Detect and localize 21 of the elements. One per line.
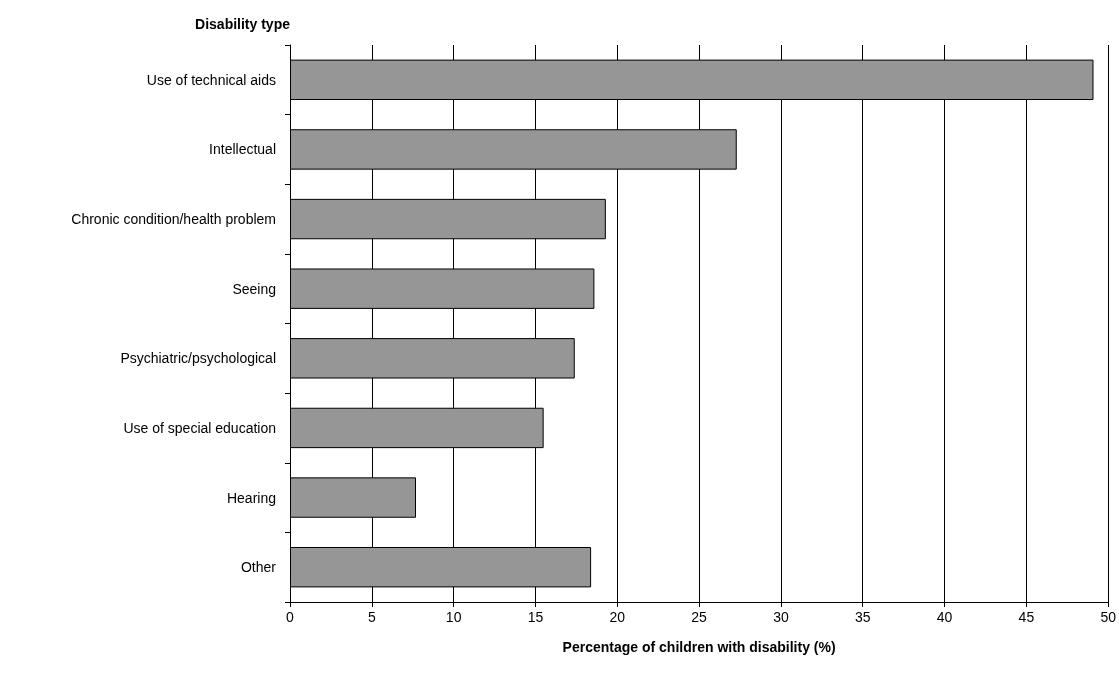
x-tick-label: 10 xyxy=(445,609,462,625)
y-tick-label: Seeing xyxy=(232,280,276,297)
x-tick-label: 40 xyxy=(936,609,953,625)
y-tick-label: Other xyxy=(240,559,277,576)
x-tick-label: 25 xyxy=(691,609,708,625)
x-tick-label: 45 xyxy=(1018,609,1035,625)
y-tick-label: Use of special education xyxy=(123,419,276,436)
x-tick-label: 5 xyxy=(367,609,376,625)
x-tick-label: 35 xyxy=(854,609,871,625)
x-tick-label: 20 xyxy=(609,609,626,625)
x-tick-label: 30 xyxy=(773,609,789,625)
y-tick-label: Use of technical aids xyxy=(146,71,276,88)
y-tick-label: Chronic condition/health problem xyxy=(71,211,276,228)
x-axis-title: Percentage of children with disability (%) xyxy=(562,639,836,655)
x-tick-label: 15 xyxy=(527,609,544,625)
y-tick-label: Psychiatric/psychological xyxy=(120,350,276,367)
y-tick-label: Hearing xyxy=(226,489,276,506)
y-tick-label: Intellectual xyxy=(209,141,276,158)
x-tick-label: 50 xyxy=(1100,609,1117,625)
x-tick-label: 0 xyxy=(286,609,295,625)
y-axis-title: Disability type xyxy=(195,16,291,32)
